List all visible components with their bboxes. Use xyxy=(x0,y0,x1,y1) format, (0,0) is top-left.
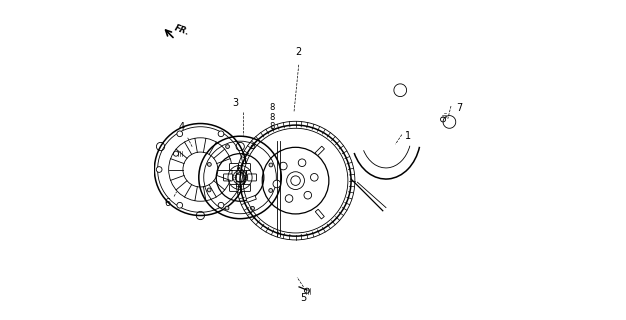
Circle shape xyxy=(269,188,272,192)
Text: 7: 7 xyxy=(456,103,462,113)
Circle shape xyxy=(207,188,211,192)
Circle shape xyxy=(310,173,318,181)
Circle shape xyxy=(156,167,162,172)
FancyBboxPatch shape xyxy=(230,184,239,191)
Text: 6: 6 xyxy=(164,198,170,208)
Text: 4: 4 xyxy=(178,122,185,132)
Bar xyxy=(246,196,256,202)
Bar xyxy=(316,209,324,219)
Circle shape xyxy=(298,159,306,166)
Circle shape xyxy=(239,167,245,172)
FancyBboxPatch shape xyxy=(242,164,250,171)
FancyBboxPatch shape xyxy=(223,174,232,181)
Text: 8: 8 xyxy=(269,113,274,122)
Circle shape xyxy=(280,162,287,170)
Text: 2: 2 xyxy=(295,47,302,57)
Text: 8: 8 xyxy=(269,103,274,112)
Circle shape xyxy=(218,131,224,137)
Text: 8: 8 xyxy=(269,122,274,131)
Circle shape xyxy=(250,206,254,210)
Text: FR.: FR. xyxy=(173,23,191,37)
FancyBboxPatch shape xyxy=(230,164,239,171)
Text: 3: 3 xyxy=(232,98,239,108)
Circle shape xyxy=(269,163,273,167)
Circle shape xyxy=(285,195,293,202)
Circle shape xyxy=(304,191,312,199)
Circle shape xyxy=(251,145,255,149)
Circle shape xyxy=(177,202,183,208)
Circle shape xyxy=(225,145,230,148)
Circle shape xyxy=(273,180,280,188)
FancyBboxPatch shape xyxy=(248,174,257,181)
Text: 5: 5 xyxy=(300,293,307,303)
FancyBboxPatch shape xyxy=(242,184,250,191)
Circle shape xyxy=(225,206,229,210)
Circle shape xyxy=(177,131,183,137)
Text: 1: 1 xyxy=(405,131,411,141)
Circle shape xyxy=(291,176,300,185)
Bar xyxy=(315,146,324,156)
Circle shape xyxy=(218,202,224,208)
Circle shape xyxy=(207,163,212,166)
